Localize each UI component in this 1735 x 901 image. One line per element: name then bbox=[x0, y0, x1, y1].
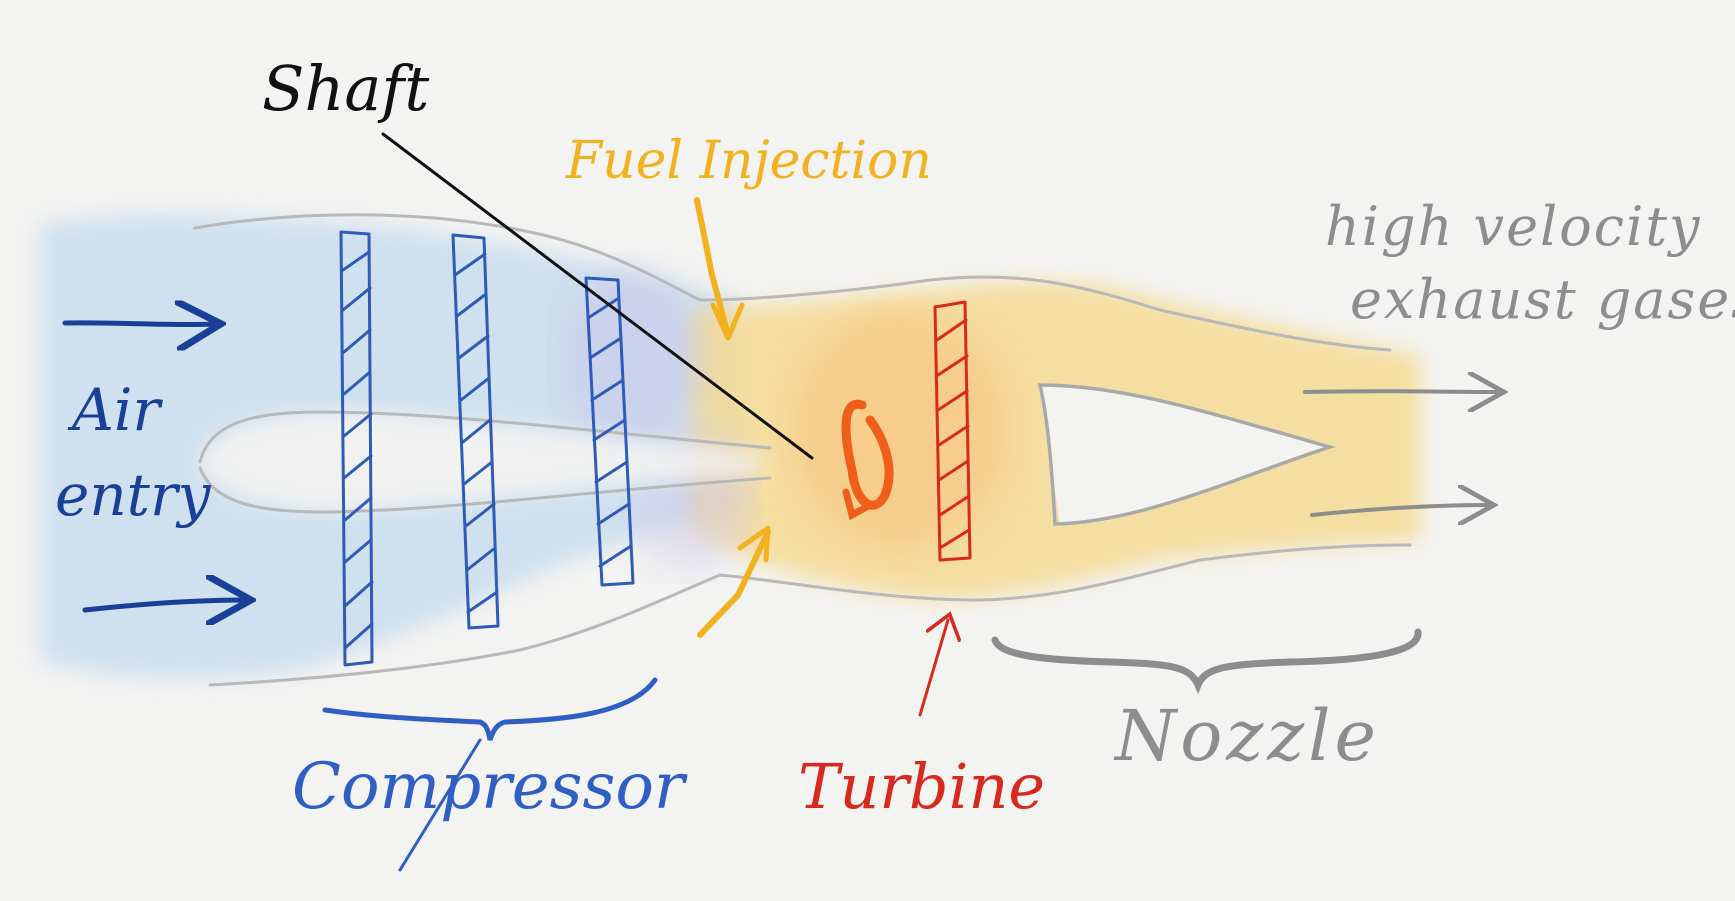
compressor-brace bbox=[322, 677, 658, 872]
air-entry-label-line1: Air bbox=[67, 376, 163, 444]
air-entry-label-line2: entry bbox=[55, 461, 212, 529]
compressor-blade bbox=[339, 230, 374, 667]
engine-outline bbox=[193, 213, 1412, 687]
compressor-stages bbox=[339, 230, 635, 667]
turbine-label: Turbine bbox=[798, 750, 1045, 823]
fuel-injection-label: Fuel Injection bbox=[565, 131, 932, 191]
compressor-blade bbox=[451, 233, 500, 630]
exhaust-label-line1: high velocity bbox=[1325, 195, 1702, 258]
compressor-blade bbox=[584, 276, 635, 587]
arrow-up-icon bbox=[918, 620, 948, 717]
turbine-blade bbox=[933, 300, 972, 562]
arrow-diagonal-icon bbox=[694, 197, 771, 638]
shaft-pointer-line bbox=[381, 132, 814, 460]
engine-wash bbox=[40, 215, 1420, 679]
arrow-right-icon bbox=[62, 323, 246, 610]
compressor-label: Compressor bbox=[292, 750, 688, 824]
rotation-icon bbox=[841, 399, 894, 521]
arrow-right-icon bbox=[1310, 505, 1490, 515]
shaft-label: Shaft bbox=[262, 52, 429, 125]
arrow-right-icon bbox=[1303, 391, 1500, 392]
exhaust-arrows bbox=[1303, 391, 1500, 515]
nozzle-brace bbox=[991, 628, 1422, 695]
exhaust-label-line2: exhaust gases bbox=[1350, 268, 1735, 331]
nozzle-label: Nozzle bbox=[1113, 695, 1380, 777]
